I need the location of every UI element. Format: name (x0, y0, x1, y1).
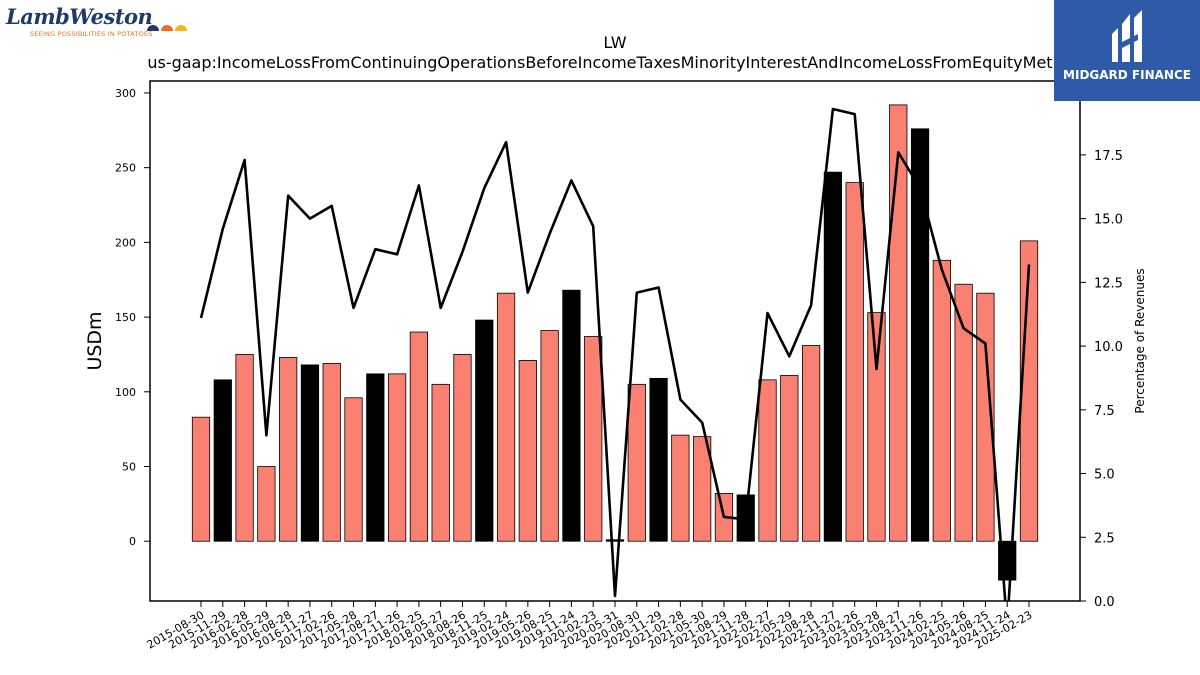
revenue-percentage-line (199, 107, 1031, 601)
bar-2021-02-28 (671, 434, 690, 542)
bar-2018-02-25 (409, 331, 429, 542)
bar-2019-08-25 (540, 330, 559, 542)
bar-2022-11-27 (823, 171, 843, 542)
bar-2018-11-25 (475, 319, 494, 542)
bar-2022-05-29 (780, 374, 799, 542)
y2-tick-label: 0.0 (1094, 595, 1115, 610)
bar-2015-08-30 (191, 416, 211, 542)
left-axis-ticks: 0 50 100 150 200 250 300 (115, 87, 150, 548)
x-axis-ticks: 2015-08-302015-11-292016-02-282016-05-29… (145, 601, 1035, 652)
bar-2024-05-26 (954, 283, 973, 542)
chart-subtitle: us-gaap:IncomeLossFromContinuingOperatio… (147, 53, 1082, 72)
chart-title: LW (603, 33, 626, 52)
y-tick-label: 300 (115, 87, 136, 100)
y-tick-label: 100 (115, 386, 136, 399)
bar-2020-02-23 (584, 336, 603, 542)
y2-tick-label: 10.0 (1094, 340, 1123, 355)
y2-tick-label: 2.5 (1094, 531, 1115, 546)
bar-2024-02-25 (932, 259, 951, 542)
bar-2018-05-27 (431, 383, 450, 542)
bar-2016-02-28 (235, 354, 254, 542)
bar-2020-11-29 (649, 377, 668, 542)
bar-2016-11-27 (300, 364, 320, 542)
lambweston-wordmark: LambWeston (6, 4, 153, 29)
y2-tick-label: 17.5 (1094, 149, 1123, 164)
bar-2022-02-27 (758, 379, 777, 542)
y2-tick-label: 12.5 (1094, 276, 1123, 291)
y-tick-label: 150 (115, 311, 136, 324)
y2-tick-label: 15.0 (1094, 213, 1123, 228)
midgard-emblem-icon (1112, 10, 1142, 62)
bar-2023-11-26 (910, 128, 930, 542)
y-tick-label: 0 (129, 535, 136, 548)
right-axis-ticks: 0.0 2.5 5.0 7.5 10.0 12.5 15.0 17.5 (1080, 149, 1123, 610)
midgard-finance-logo: MIDGARD FINANCE (1054, 0, 1200, 101)
bar-2022-08-28 (801, 345, 821, 542)
y2-axis-label: Percentage of Revenues (1133, 268, 1147, 413)
y2-tick-label: 7.5 (1094, 404, 1115, 419)
bar-2015-11-29 (213, 379, 232, 542)
bar-2019-11-24 (562, 289, 581, 542)
bar-2017-05-28 (344, 397, 363, 542)
bar-2016-05-29 (257, 466, 276, 542)
bar-2023-02-26 (845, 182, 864, 542)
y-tick-label: 200 (115, 236, 136, 249)
midgard-finance-label: MIDGARD FINANCE (1063, 68, 1191, 82)
bar-2020-08-30 (627, 383, 646, 542)
bar-series (191, 104, 1039, 581)
bar-2019-05-26 (518, 360, 537, 542)
line-series (199, 107, 1031, 601)
bar-2017-11-26 (387, 373, 407, 542)
bar-2018-08-26 (453, 354, 472, 542)
y-axis-label: USDm (84, 311, 106, 370)
bar-2023-05-28 (867, 312, 886, 542)
bar-2021-05-30 (693, 436, 712, 542)
bar-2023-08-27 (889, 104, 908, 542)
bar-2019-02-24 (496, 292, 516, 542)
y-tick-label: 50 (122, 461, 136, 474)
y2-tick-label: 5.0 (1094, 468, 1115, 483)
bar-2016-08-28 (279, 357, 298, 542)
bar-2020-05-31 (605, 539, 625, 542)
lambweston-tagline: SEEING POSSIBILITIES IN POTATOES (30, 30, 153, 38)
bar-2017-08-27 (366, 373, 385, 542)
bar-2024-08-25 (976, 292, 995, 542)
lambweston-dots-icon (147, 25, 187, 31)
bar-2017-02-26 (322, 363, 341, 542)
y-tick-label: 250 (115, 162, 136, 175)
lambweston-logo: LambWeston SEEING POSSIBILITIES IN POTAT… (6, 4, 187, 44)
